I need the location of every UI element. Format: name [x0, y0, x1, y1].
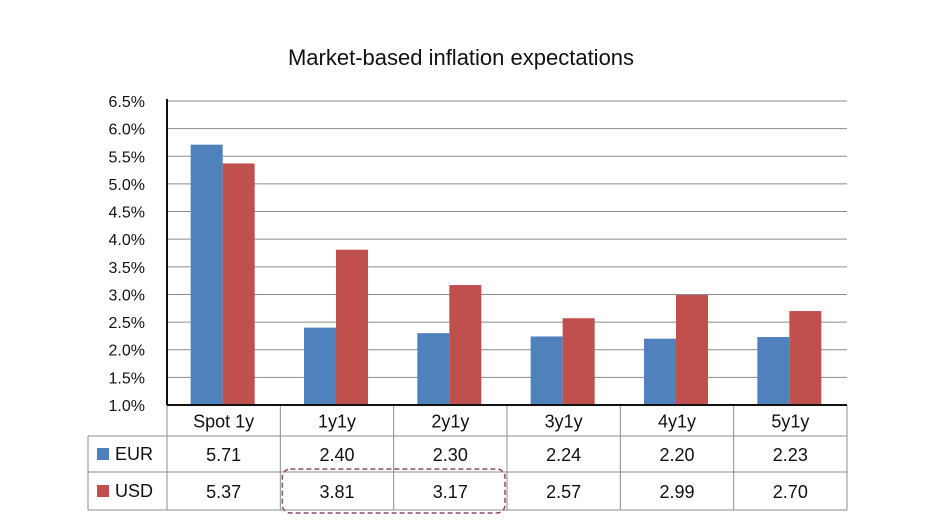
data-label: 3.81	[319, 482, 354, 502]
y-tick-label: 3.0%	[109, 287, 145, 304]
bar-usd-1y1y	[336, 249, 368, 405]
data-label: 2.24	[546, 445, 581, 465]
axes	[166, 99, 847, 406]
category-label: 4y1y	[658, 412, 696, 432]
bar-usd-4y1y	[676, 295, 708, 405]
y-tick-label: 2.0%	[109, 343, 145, 360]
y-tick-label: 4.0%	[109, 232, 145, 249]
y-axis-ticks: 1.0% 1.5% 2.0% 2.5% 3.0% 3.5% 4.0% 4.5% 5.0% 5.5%…	[109, 94, 145, 415]
data-label: 2.20	[659, 445, 694, 465]
data-label: 2.23	[773, 445, 808, 465]
gridlines	[167, 100, 847, 378]
bar-eur-2y1y	[417, 333, 450, 405]
bar-usd-3y1y	[562, 318, 595, 405]
bar-usd-spot-1y	[222, 163, 255, 405]
category-label: 3y1y	[545, 412, 583, 432]
category-label: Spot 1y	[193, 412, 254, 432]
data-label: 2.30	[433, 445, 468, 465]
y-tick-label: 1.0%	[109, 398, 145, 415]
data-label: 5.71	[206, 445, 241, 465]
legend-swatch-eur	[97, 448, 109, 460]
y-tick-label: 3.5%	[109, 260, 145, 277]
y-tick-label: 2.5%	[109, 315, 145, 332]
data-label: 2.70	[773, 482, 808, 502]
data-table: Spot 1y 1y1y 2y1y 3y1y 4y1y 5y1y EUR 5.71 2.40 2.…	[87, 405, 848, 511]
category-label: 5y1y	[771, 412, 809, 432]
bar-eur-1y1y	[304, 327, 336, 405]
y-tick-label: 5.0%	[109, 177, 145, 194]
y-tick-label: 1.5%	[109, 370, 145, 387]
bar-usd-2y1y	[449, 285, 482, 405]
data-label: 2.57	[546, 482, 581, 502]
bar-eur-4y1y	[644, 338, 676, 405]
data-label: 3.17	[433, 482, 468, 502]
legend-label-eur: EUR	[115, 444, 153, 464]
highlight-annotation	[281, 468, 506, 514]
bar-eur-5y1y	[757, 337, 790, 405]
legend-label-usd: USD	[115, 481, 153, 501]
y-tick-label: 5.5%	[109, 149, 145, 166]
y-tick-label: 6.5%	[109, 94, 145, 111]
data-label: 2.40	[319, 445, 354, 465]
y-tick-label: 4.5%	[109, 205, 145, 222]
category-label: 2y1y	[431, 412, 469, 432]
data-label: 5.37	[206, 482, 241, 502]
chart-title: Market-based inflation expectations	[288, 45, 634, 70]
bar-eur-spot-1y	[190, 144, 223, 405]
highlight-box	[281, 468, 506, 514]
y-tick-label: 6.0%	[109, 122, 145, 139]
bars	[190, 144, 822, 405]
bar-usd-5y1y	[789, 311, 822, 405]
data-label: 2.99	[659, 482, 694, 502]
legend-swatch-usd	[97, 485, 109, 497]
category-label: 1y1y	[318, 412, 356, 432]
bar-eur-3y1y	[530, 336, 563, 405]
